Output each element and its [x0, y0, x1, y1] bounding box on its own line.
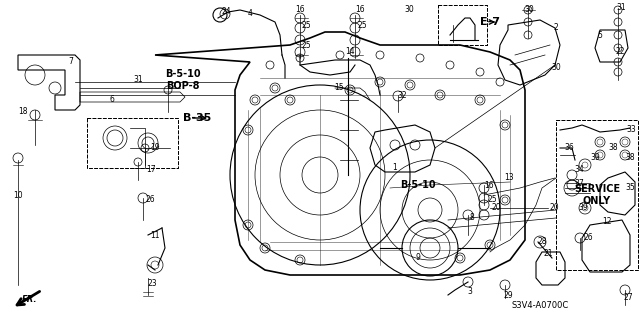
Text: 29: 29	[503, 291, 513, 300]
Text: 30: 30	[404, 5, 413, 14]
Text: S3V4-A0700C: S3V4-A0700C	[511, 300, 568, 309]
Text: SERVICE
ONLY: SERVICE ONLY	[574, 184, 620, 206]
Bar	[87, 118, 178, 168]
Text: 22: 22	[615, 48, 625, 56]
Text: 20: 20	[491, 204, 500, 212]
Text: 36: 36	[564, 144, 573, 152]
Text: 31: 31	[133, 76, 143, 85]
Text: 28: 28	[537, 238, 547, 247]
Text: 21: 21	[544, 249, 554, 258]
Text: 25: 25	[302, 21, 312, 31]
Text: 34: 34	[574, 166, 584, 174]
Text: 39: 39	[590, 153, 600, 162]
Text: 25: 25	[488, 196, 498, 204]
Text: 12: 12	[602, 218, 611, 226]
Bar	[556, 120, 638, 270]
Text: 37: 37	[574, 179, 584, 188]
Text: 1: 1	[392, 164, 397, 173]
Bar	[438, 5, 487, 45]
Text: 9: 9	[416, 254, 421, 263]
Text: 20: 20	[549, 203, 559, 211]
Text: 6: 6	[110, 94, 115, 103]
Text: 38: 38	[608, 144, 618, 152]
Text: 15: 15	[334, 84, 344, 93]
Text: 16: 16	[484, 182, 493, 190]
Text: B-35: B-35	[183, 113, 211, 123]
Text: 3: 3	[467, 286, 472, 295]
Text: 24: 24	[222, 8, 232, 17]
Text: 26: 26	[584, 234, 594, 242]
Text: 16: 16	[295, 5, 305, 14]
Text: 38: 38	[625, 153, 635, 162]
Bar	[556, 120, 638, 270]
Text: 31: 31	[616, 4, 626, 12]
Text: 5: 5	[597, 31, 602, 40]
Bar	[438, 5, 487, 45]
Text: 19: 19	[150, 144, 159, 152]
Text: 18: 18	[18, 107, 28, 115]
Text: 25: 25	[302, 41, 312, 49]
Text: 7: 7	[68, 57, 73, 66]
Text: 27: 27	[624, 293, 634, 302]
Text: 14: 14	[345, 48, 355, 56]
Text: 30: 30	[551, 63, 561, 72]
Text: 23: 23	[147, 278, 157, 287]
Text: 8: 8	[469, 213, 474, 222]
Text: 2: 2	[554, 24, 559, 33]
Text: 30: 30	[524, 5, 534, 14]
Text: 26: 26	[145, 196, 155, 204]
Text: 32: 32	[397, 91, 406, 100]
Text: 39: 39	[578, 204, 588, 212]
Text: 13: 13	[504, 174, 514, 182]
Text: 35: 35	[625, 183, 635, 192]
Text: E-7: E-7	[480, 17, 500, 27]
Text: 4: 4	[248, 10, 253, 19]
Text: 17: 17	[146, 166, 156, 174]
Bar	[87, 118, 178, 168]
Text: 10: 10	[13, 190, 22, 199]
Text: FR.: FR.	[22, 295, 38, 305]
Text: 25: 25	[357, 21, 367, 31]
Text: B-5-10
BOP-8: B-5-10 BOP-8	[165, 69, 201, 91]
Text: B-5-10: B-5-10	[400, 180, 436, 190]
Text: 33: 33	[626, 125, 636, 135]
Text: 11: 11	[150, 231, 159, 240]
Text: 16: 16	[355, 5, 365, 14]
